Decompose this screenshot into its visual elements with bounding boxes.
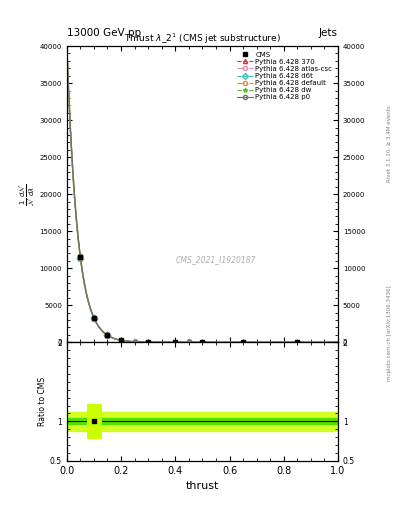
Text: CMS_2021_I1920187: CMS_2021_I1920187 (176, 255, 256, 264)
Text: Rivet 3.1.10, ≥ 3.4M events: Rivet 3.1.10, ≥ 3.4M events (387, 105, 391, 182)
X-axis label: thrust: thrust (186, 481, 219, 491)
Text: Jets: Jets (319, 28, 338, 38)
Text: mcplots.cern.ch [arXiv:1306.3436]: mcplots.cern.ch [arXiv:1306.3436] (387, 285, 391, 380)
Y-axis label: $\frac{1}{\mathcal{N}}\,\frac{d\mathcal{N}}{d\lambda}$: $\frac{1}{\mathcal{N}}\,\frac{d\mathcal{… (18, 183, 37, 206)
Bar (87, 404, 102, 439)
Y-axis label: Ratio to CMS: Ratio to CMS (38, 377, 47, 426)
Legend: CMS, Pythia 6.428 370, Pythia 6.428 atlas-csc, Pythia 6.428 d6t, Pythia 6.428 de: CMS, Pythia 6.428 370, Pythia 6.428 atla… (235, 50, 334, 102)
Text: 13000 GeV pp: 13000 GeV pp (67, 28, 141, 38)
Title: Thrust $\lambda\_2^1$ (CMS jet substructure): Thrust $\lambda\_2^1$ (CMS jet substruct… (124, 32, 281, 46)
